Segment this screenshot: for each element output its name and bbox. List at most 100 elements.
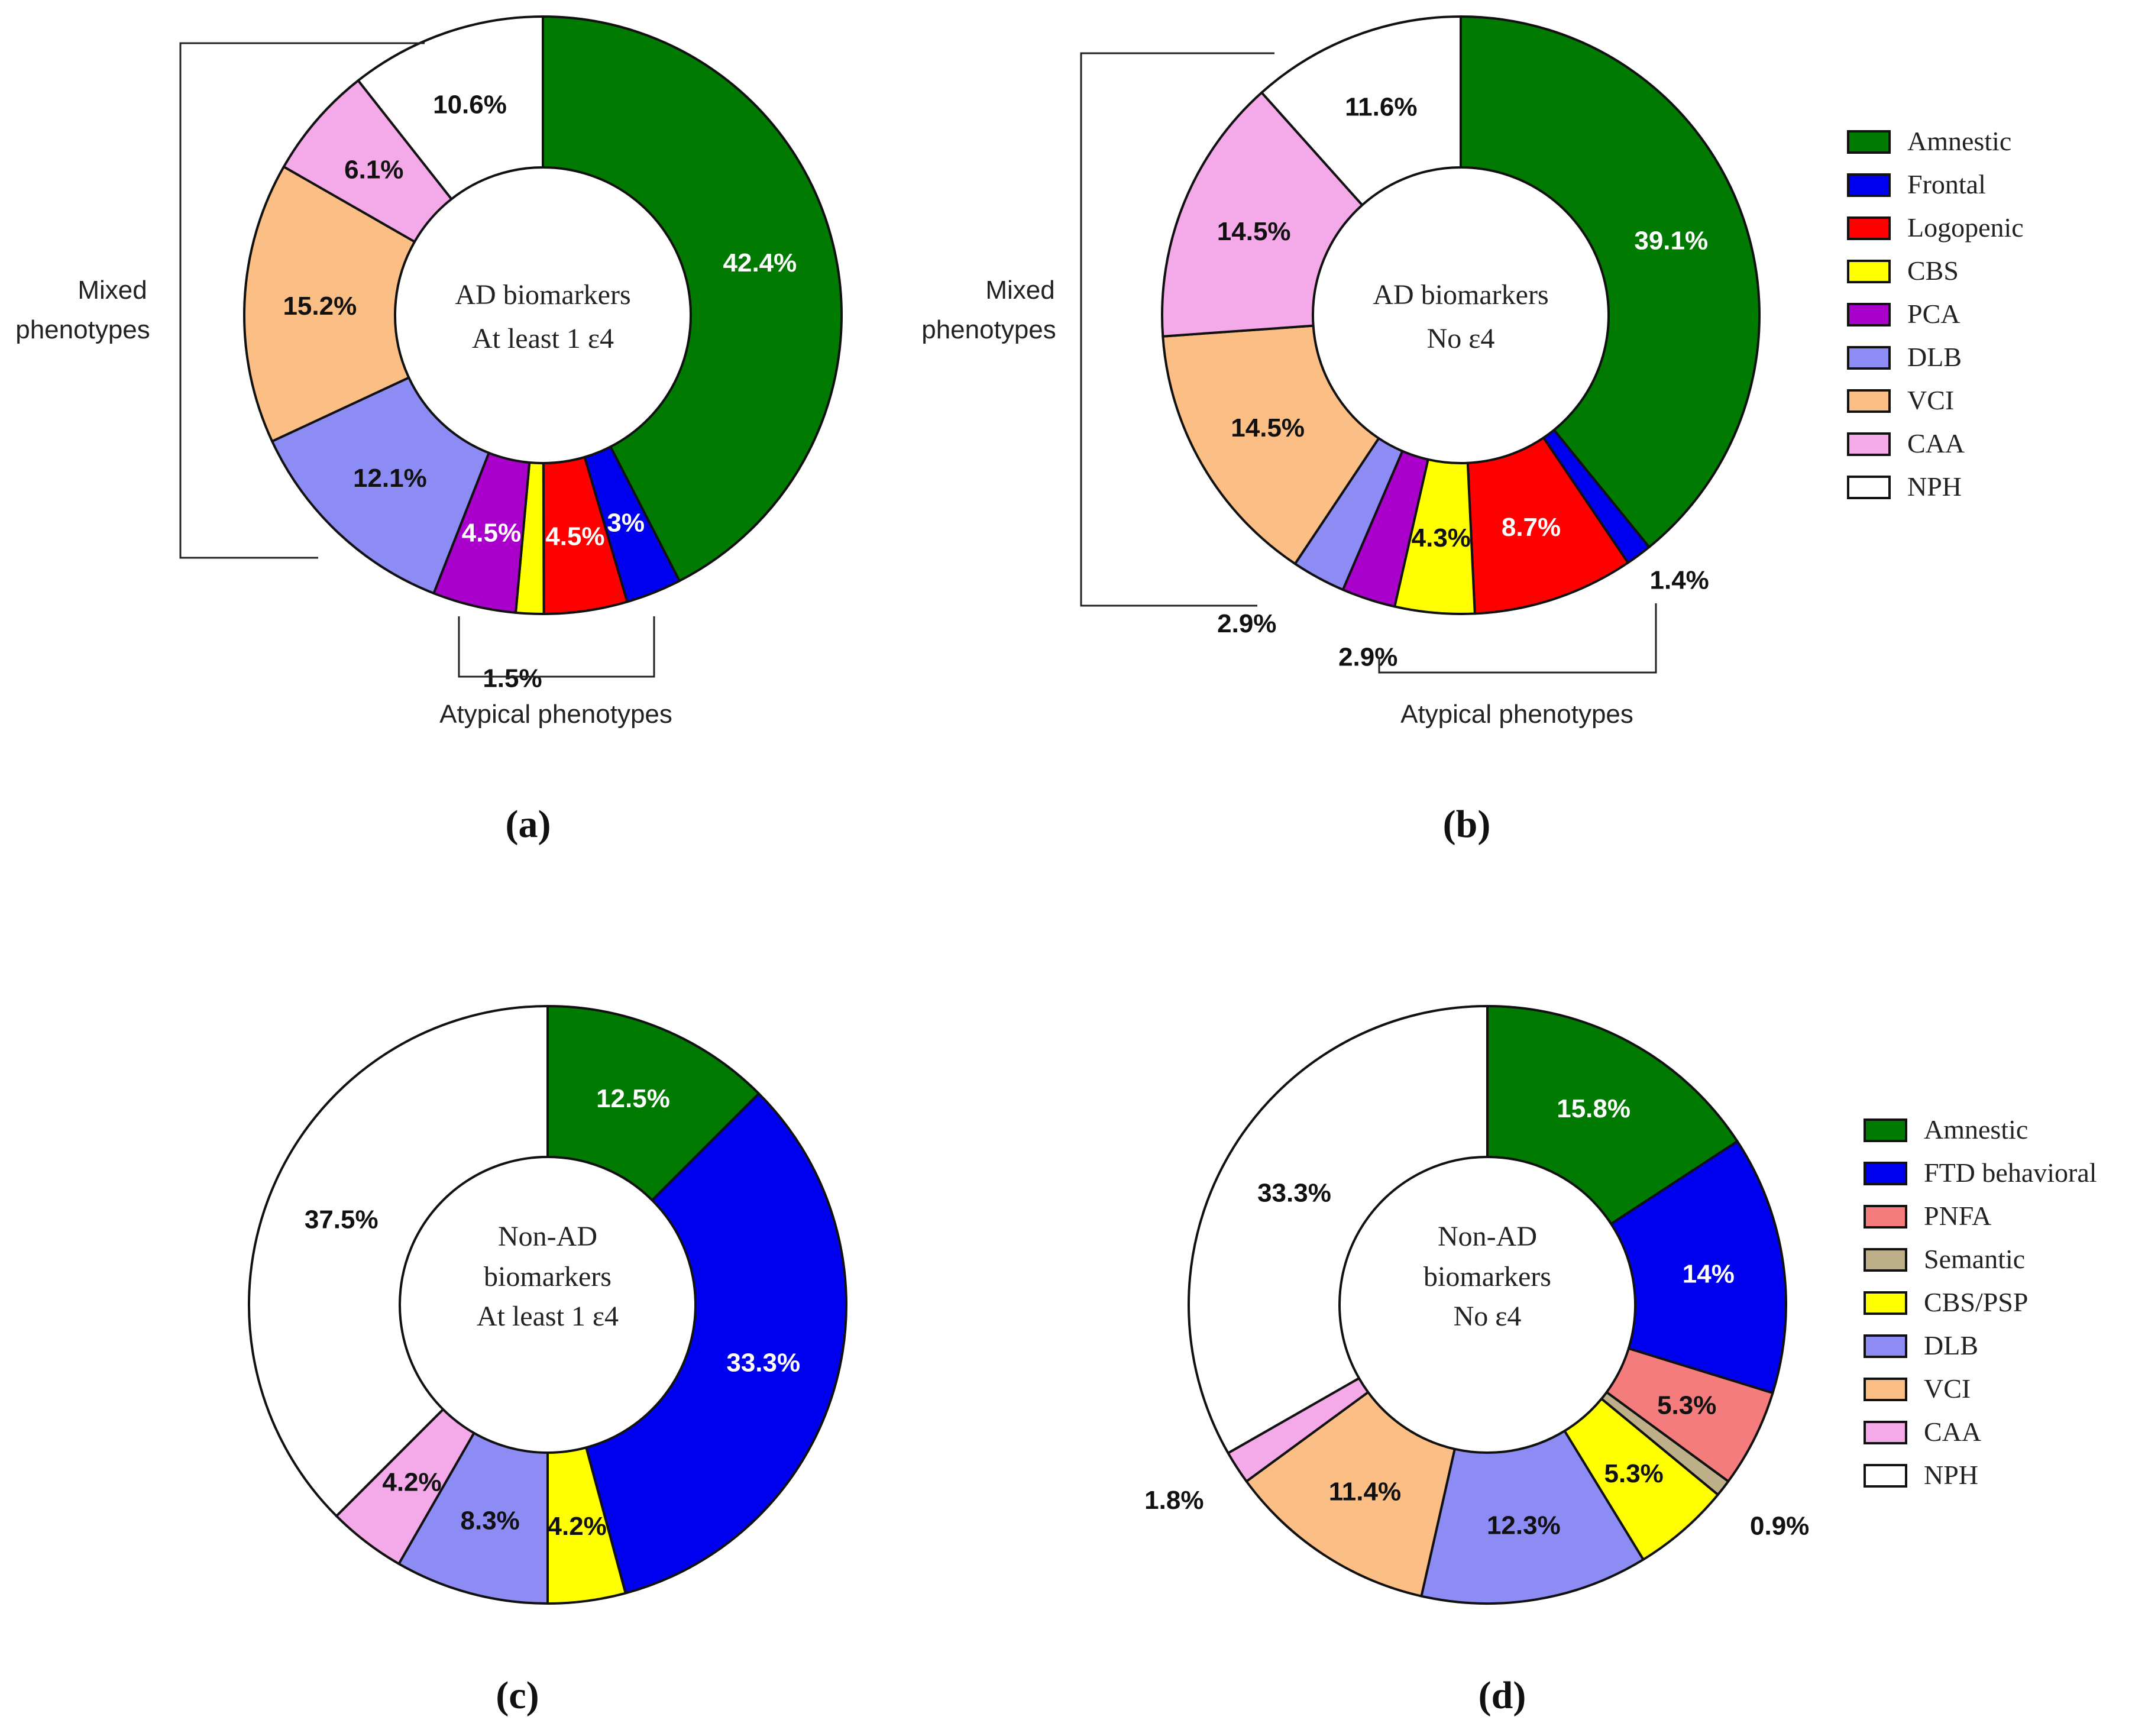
atypical-label-a: Atypical phenotypes <box>439 700 672 729</box>
center-label-b-line2: No ε4 <box>1427 323 1495 354</box>
legend-label-d-ftd-behavioral: FTD behavioral <box>1924 1158 2097 1188</box>
value-label-a-logopenic: 4.5% <box>545 522 604 551</box>
legend-label-b-dlb: DLB <box>1907 342 1962 372</box>
value-label-a-frontal: 3% <box>607 508 645 537</box>
slice-c-amnestic <box>546 1005 761 1202</box>
value-label-a-pca: 4.5% <box>462 518 521 547</box>
value-label-d-amnestic: 15.8% <box>1557 1094 1630 1123</box>
slice-d-nph <box>1188 1005 1489 1454</box>
slice-d-vci <box>1245 1391 1456 1598</box>
value-label-b-logopenic: 8.7% <box>1502 513 1561 542</box>
atypical-label-b: Atypical phenotypes <box>1400 700 1633 729</box>
slice-d-dlb <box>1420 1430 1645 1605</box>
slice-c-ftd-behavioral <box>585 1092 847 1595</box>
legend-swatch-d-cbs-psp <box>1864 1291 1907 1315</box>
panel-label-d: (d) <box>1479 1674 1526 1717</box>
legend-swatch-b-frontal <box>1847 173 1891 197</box>
center-label-b-line1: AD biomarkers <box>1373 279 1548 311</box>
legend-swatch-d-ftd-behavioral <box>1864 1162 1907 1185</box>
center-label-d-line2: biomarkers <box>1424 1261 1551 1292</box>
value-label-b-amnestic: 39.1% <box>1634 227 1708 256</box>
donut-chart-a: 42.4%3%4.5%1.5%4.5%12.1%15.2%6.1%10.6%AD… <box>243 15 843 693</box>
value-label-c-nph: 37.5% <box>305 1205 378 1234</box>
slice-d-ftd-behavioral <box>1610 1140 1787 1395</box>
atypical-bracket-a <box>458 616 655 678</box>
slice-c-nph <box>248 1005 549 1518</box>
legend-label-b-vci: VCI <box>1907 385 1954 415</box>
panel-label-a: (a) <box>506 803 551 846</box>
legend-swatch-d-caa <box>1864 1421 1907 1444</box>
slice-a-amnestic <box>542 15 843 583</box>
donut-chart-b: 39.1% 1.4% 8.7% 4.3% 2.9% 2.9% 14.5% 14.5% 11.6%… <box>1160 15 1761 671</box>
slice-d-amnestic <box>1486 1005 1739 1226</box>
legend-label-d-pnfa: PNFA <box>1924 1201 1991 1231</box>
value-label-d-pnfa: 5.3% <box>1657 1391 1716 1420</box>
center-label-c-line2: biomarkers <box>484 1261 612 1292</box>
legend-swatch-b-dlb <box>1847 346 1891 370</box>
value-label-d-caa: 1.8% <box>1144 1486 1204 1515</box>
legend-swatch-d-nph <box>1864 1464 1907 1488</box>
legend-label-d-vci: VCI <box>1924 1373 1971 1404</box>
legend-swatch-d-amnestic <box>1864 1118 1907 1142</box>
mixed-label-a-line2: phenotypes <box>15 315 150 344</box>
value-label-c-amnestic: 12.5% <box>596 1084 670 1113</box>
slice-c-dlb <box>397 1431 549 1605</box>
mixed-label-b-line2: phenotypes <box>921 315 1056 344</box>
value-label-c-ftd-behavioral: 33.3% <box>726 1348 800 1377</box>
legend-label-b-frontal: Frontal <box>1907 169 1986 199</box>
legend-label-b-caa: CAA <box>1907 428 1965 458</box>
value-label-c-dlb: 8.3% <box>461 1507 520 1535</box>
center-label-c-line1: Non-AD <box>498 1221 597 1252</box>
legend-label-d-nph: NPH <box>1924 1460 1978 1490</box>
value-label-b-caa: 14.5% <box>1217 217 1291 246</box>
value-label-d-dlb: 12.3% <box>1487 1511 1561 1540</box>
value-label-b-cbs: 4.3% <box>1412 523 1471 552</box>
mixed-bracket-a <box>179 42 425 559</box>
legend-swatch-b-logopenic <box>1847 216 1891 240</box>
legend-swatch-d-pnfa <box>1864 1205 1907 1229</box>
legend-top: Amnestic Frontal Logopenic CBS PCA DLB VCI CAA N… <box>1847 126 2024 502</box>
slice-a-vci <box>243 165 416 443</box>
legend-bottom: Amnestic FTD behavioral PNFA Semantic CBS/PS… <box>1864 1114 2097 1490</box>
mixed-label-b-line1: Mixed <box>985 276 1054 305</box>
value-label-a-dlb: 12.1% <box>353 464 427 493</box>
value-label-d-vci: 11.4% <box>1329 1478 1401 1507</box>
legend-label-b-nph: NPH <box>1907 471 1962 502</box>
value-label-a-vci: 15.2% <box>283 292 357 321</box>
value-label-c-cbs-psp: 4.2% <box>548 1512 607 1541</box>
legend-label-b-cbs: CBS <box>1907 256 1959 286</box>
legend-swatch-b-nph <box>1847 476 1891 499</box>
value-label-c-caa: 4.2% <box>382 1468 441 1497</box>
slice-b-amnestic <box>1460 15 1761 548</box>
legend-swatch-b-cbs <box>1847 260 1891 283</box>
center-label-a-line1: AD biomarkers <box>455 279 630 311</box>
slice-a-nph <box>357 15 544 201</box>
legend-label-d-caa: CAA <box>1924 1417 1981 1447</box>
value-label-b-frontal: 1.4% <box>1650 566 1709 595</box>
value-label-b-vci: 14.5% <box>1231 413 1305 442</box>
legend-label-d-amnestic: Amnestic <box>1924 1114 2028 1145</box>
legend-swatch-d-vci <box>1864 1378 1907 1401</box>
value-label-b-nph: 11.6% <box>1345 92 1417 121</box>
legend-swatch-d-dlb <box>1864 1334 1907 1358</box>
donut-chart-d: 15.8% 14% 5.3% 0.9% 5.3% 12.3% 11.4% 1.8% 33.3% N… <box>1144 1005 1809 1605</box>
legend-label-d-dlb: DLB <box>1924 1330 1978 1360</box>
legend-label-d-cbs-psp: CBS/PSP <box>1924 1287 2028 1317</box>
center-label-d-line1: Non-AD <box>1438 1221 1537 1252</box>
value-label-d-nph: 33.3% <box>1257 1179 1331 1208</box>
slice-a-dlb <box>271 376 490 595</box>
atypical-bracket-b <box>1378 603 1657 674</box>
center-label-d-line3: No ε4 <box>1454 1301 1522 1332</box>
value-label-a-nph: 10.6% <box>433 90 507 119</box>
legend-label-b-logopenic: Logopenic <box>1907 212 2024 243</box>
mixed-label-a-line1: Mixed <box>77 276 147 305</box>
value-label-b-pca: 2.9% <box>1338 642 1397 671</box>
value-label-d-semantic: 0.9% <box>1750 1512 1809 1541</box>
value-label-b-dlb: 2.9% <box>1217 609 1276 638</box>
legend-swatch-b-amnestic <box>1847 130 1891 154</box>
mixed-bracket-b <box>1080 52 1274 607</box>
legend-label-d-semantic: Semantic <box>1924 1244 2025 1274</box>
legend-swatch-d-semantic <box>1864 1248 1907 1272</box>
panel-label-b: (b) <box>1443 803 1491 846</box>
